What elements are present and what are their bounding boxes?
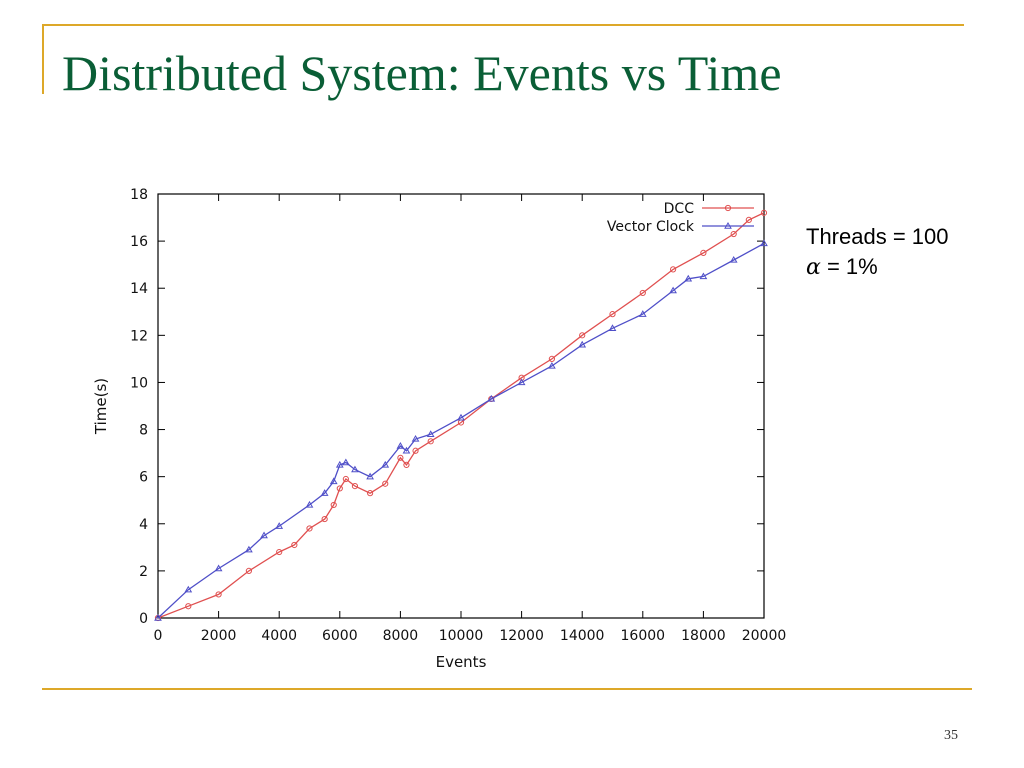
- x-tick-label: 2000: [201, 628, 237, 644]
- x-tick-label: 14000: [560, 628, 605, 644]
- data-point-dcc: [745, 216, 752, 224]
- slide-frame-bottom-line: [42, 688, 972, 690]
- events-vs-time-chart: 0 2 4 6 8 10 12 14 16 18 0 2000 4000 6000 8000 10000 120…: [92, 187, 787, 671]
- data-point-vector-clock: [548, 361, 556, 369]
- data-point-vector-clock: [320, 489, 329, 496]
- data-point-vector-clock: [381, 460, 390, 468]
- y-tick-label: 16: [130, 234, 148, 250]
- slide-frame-top-line: [42, 24, 964, 26]
- data-point-vector-clock: [684, 274, 693, 282]
- data-point-vector-clock: [638, 310, 647, 317]
- alpha-value: = 1%: [820, 254, 878, 279]
- data-point-vector-clock: [426, 430, 435, 437]
- data-point-dcc: [700, 249, 707, 256]
- data-point-vector-clock: [275, 522, 284, 529]
- x-axis-label: Events: [436, 653, 487, 671]
- data-point-vector-clock: [699, 272, 708, 280]
- data-point-dcc: [670, 266, 677, 273]
- data-point-dcc: [412, 447, 419, 454]
- x-tick-label: 20000: [742, 628, 787, 644]
- data-point-dcc: [351, 482, 359, 490]
- data-point-dcc: [185, 603, 192, 610]
- data-point-vector-clock: [396, 442, 405, 449]
- data-point-dcc: [276, 548, 283, 556]
- data-point-vector-clock: [245, 545, 253, 553]
- x-tick-label: 4000: [261, 628, 297, 644]
- x-tick-label: 18000: [681, 628, 726, 644]
- y-tick-label: 12: [130, 328, 148, 344]
- data-point-dcc: [548, 355, 555, 362]
- data-point-vector-clock: [669, 286, 677, 294]
- data-point-vector-clock: [457, 413, 465, 421]
- data-point-vector-clock: [517, 378, 526, 386]
- data-point-dcc: [579, 332, 586, 339]
- parameter-note: Threads = 100 α = 1%: [806, 222, 948, 283]
- y-tick-label: 14: [130, 281, 148, 297]
- threads-note: Threads = 100: [806, 224, 949, 249]
- data-point-dcc: [330, 501, 337, 509]
- data-point-dcc: [306, 525, 313, 532]
- data-point-vector-clock: [578, 340, 587, 348]
- series-line-vector-clock: [157, 242, 765, 619]
- data-point-dcc: [321, 515, 328, 523]
- data-point-vector-clock: [329, 477, 338, 485]
- data-point-vector-clock: [260, 531, 268, 539]
- y-tick-label: 2: [139, 564, 148, 580]
- y-tick-label: 4: [139, 517, 148, 533]
- data-point-vector-clock: [402, 446, 411, 454]
- y-tick-label: 10: [130, 375, 148, 391]
- data-point-vector-clock: [305, 500, 314, 508]
- legend-label: DCC: [664, 201, 695, 217]
- data-point-dcc: [639, 289, 646, 297]
- slide-title: Distributed System: Events vs Time: [62, 45, 782, 101]
- data-point-vector-clock: [411, 434, 420, 442]
- x-tick-label: 6000: [322, 628, 358, 644]
- y-tick-label: 8: [139, 423, 148, 439]
- x-tick-label: 8000: [383, 628, 419, 644]
- legend-label: Vector Clock: [607, 219, 695, 235]
- legend-marker-triangle: [724, 221, 732, 229]
- alpha-note: α = 1%: [806, 252, 948, 283]
- data-point-dcc: [403, 461, 410, 468]
- data-point-vector-clock: [154, 613, 162, 621]
- data-point-dcc: [609, 311, 616, 318]
- data-point-vector-clock: [184, 585, 193, 593]
- data-point-dcc: [336, 485, 343, 492]
- data-point-dcc: [427, 438, 434, 445]
- data-point-dcc: [730, 230, 737, 238]
- data-point-dcc: [367, 490, 374, 497]
- data-point-vector-clock: [760, 239, 768, 247]
- x-tick-label: 16000: [621, 628, 666, 644]
- x-tick-label: 0: [154, 628, 163, 644]
- data-point-vector-clock: [487, 394, 496, 402]
- data-point-vector-clock: [729, 255, 738, 263]
- data-point-vector-clock: [366, 472, 374, 480]
- x-tick-label: 12000: [499, 628, 544, 644]
- y-tick-label: 18: [130, 187, 148, 203]
- data-point-dcc: [760, 209, 768, 216]
- data-point-vector-clock: [335, 460, 344, 468]
- data-point-vector-clock: [214, 564, 223, 572]
- page-number: 35: [944, 728, 958, 743]
- x-tick-label: 10000: [439, 628, 484, 644]
- data-point-vector-clock: [351, 465, 359, 473]
- y-tick-label: 6: [139, 470, 148, 486]
- data-point-dcc: [397, 454, 404, 461]
- data-point-dcc: [382, 480, 389, 487]
- data-point-dcc: [215, 591, 222, 598]
- data-point-dcc: [245, 567, 252, 574]
- slide-frame-left-line: [42, 24, 44, 94]
- y-tick-label: 0: [139, 611, 148, 627]
- data-point-vector-clock: [608, 324, 617, 331]
- data-point-vector-clock: [341, 458, 350, 466]
- data-point-dcc: [291, 541, 298, 549]
- data-point-dcc: [342, 475, 349, 483]
- plot-frame: [157, 193, 765, 619]
- alpha-symbol: α: [806, 255, 821, 280]
- legend-marker-circle: [724, 204, 732, 212]
- y-axis-label: Time(s): [92, 378, 110, 435]
